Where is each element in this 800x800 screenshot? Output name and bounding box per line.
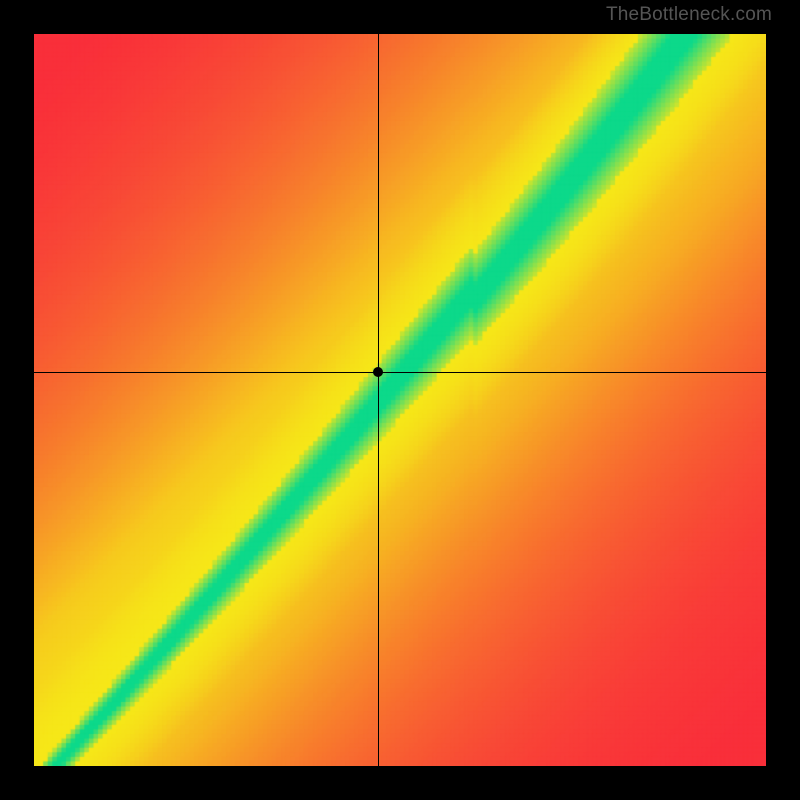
chart-container: TheBottleneck.com	[0, 0, 800, 800]
data-point-marker	[373, 367, 383, 377]
crosshair-horizontal	[34, 372, 766, 373]
crosshair-vertical	[378, 34, 379, 766]
heatmap-canvas	[34, 34, 766, 766]
watermark-text: TheBottleneck.com	[606, 4, 772, 26]
plot-area	[34, 34, 766, 766]
